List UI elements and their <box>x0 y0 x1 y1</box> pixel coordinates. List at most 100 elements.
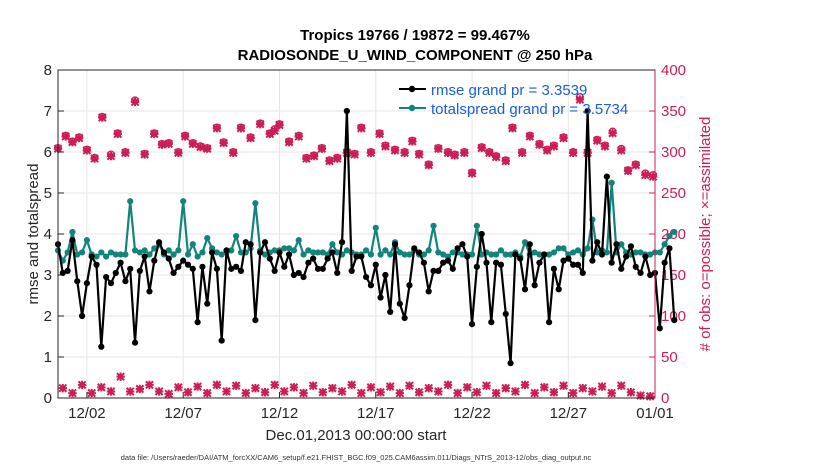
rmse-point <box>512 251 519 258</box>
rmse-point <box>122 278 129 285</box>
rmse-point <box>208 249 216 256</box>
y-tick-label-left: 7 <box>44 103 52 120</box>
obs-assimilated-marker <box>164 389 174 399</box>
rmse-point <box>266 255 273 262</box>
obs-assimilated-marker <box>74 133 84 143</box>
rmse-point <box>483 259 490 266</box>
obs-assimilated-marker <box>645 392 655 401</box>
obs-assimilated-marker <box>443 380 453 390</box>
rmse-point <box>194 319 201 326</box>
obs-assimilated-marker <box>477 143 486 153</box>
spread-point <box>329 241 336 248</box>
rmse-point <box>468 321 476 328</box>
rmse-point <box>420 259 428 266</box>
obs-assimilated-marker <box>255 119 265 129</box>
obs-assimilated-marker <box>357 123 366 133</box>
obs-assimilated-marker <box>366 148 376 158</box>
rmse-point <box>180 257 187 264</box>
rmse-point <box>64 267 71 274</box>
spread-point <box>281 245 288 252</box>
y-tick-label-left: 5 <box>44 185 52 202</box>
rmse-point <box>642 253 649 260</box>
rmse-point <box>526 241 533 248</box>
obs-assimilated-marker <box>106 151 116 161</box>
spread-point <box>285 245 293 252</box>
rmse-point <box>199 263 206 270</box>
obs-assimilated-marker <box>641 170 650 180</box>
tick-labels: 01234567805010015020025030035040012/0212… <box>44 62 686 422</box>
obs-assimilated-marker <box>517 148 527 158</box>
obs-assimilated-marker <box>106 387 116 396</box>
rmse-point <box>565 255 572 262</box>
rmse-point <box>170 269 177 277</box>
rmse-point <box>647 271 654 279</box>
spread-point <box>136 249 143 256</box>
rmse-point <box>507 360 514 367</box>
obs-assimilated-marker <box>270 126 279 135</box>
rmse-point <box>430 267 437 274</box>
rmse-point <box>285 251 293 258</box>
legend-item-rmse: rmse grand pr = 3.3539 <box>399 82 587 99</box>
rmse-point <box>103 273 110 281</box>
obs-assimilated-marker <box>535 140 544 149</box>
rmse-point <box>131 339 139 346</box>
rmse-point <box>594 239 601 246</box>
rmse-point <box>387 308 394 315</box>
spread-point <box>473 222 480 229</box>
spread-point <box>295 237 302 244</box>
spread-point <box>497 247 505 254</box>
rmse-point <box>276 249 283 256</box>
spread-point <box>536 251 543 258</box>
obs-assimilated-marker <box>443 148 453 158</box>
obs-assimilated-marker <box>180 132 190 141</box>
obs-assimilated-marker <box>357 388 366 398</box>
rmse-point <box>218 337 225 344</box>
rmse-point <box>127 265 134 272</box>
obs-assimilated-marker <box>302 154 311 163</box>
obs-assimilated-marker <box>366 383 376 392</box>
rmse-point <box>228 265 235 272</box>
spread-point <box>372 224 379 231</box>
spread-point <box>199 249 206 256</box>
spread-point <box>493 251 500 258</box>
y-tick-label-left: 2 <box>44 308 52 325</box>
rmse-point <box>88 253 95 260</box>
rmse-point <box>574 261 582 268</box>
obs-assimilated-marker <box>202 388 212 398</box>
spread-point <box>632 249 639 256</box>
spread-point <box>127 198 134 205</box>
rmse-point <box>338 239 346 246</box>
spread-point <box>194 253 201 260</box>
obs-assimilated-marker <box>385 382 395 391</box>
y-tick-label-right: 350 <box>661 103 686 120</box>
rmse-point <box>175 263 182 270</box>
obs-assimilated-marker <box>347 380 356 390</box>
rmse-point <box>473 263 480 270</box>
legend-marker-spread <box>408 104 416 112</box>
spread-point <box>550 249 557 256</box>
rmse-point <box>247 241 254 248</box>
spread-point <box>363 247 370 254</box>
obs-assimilated-marker <box>68 388 77 398</box>
rmse-point <box>440 259 447 266</box>
obs-assimilated-marker <box>260 387 270 397</box>
rmse-point <box>300 273 307 281</box>
rmse-point <box>59 269 66 277</box>
obs-assimilated-marker <box>246 133 255 143</box>
spread-point <box>468 251 476 258</box>
obs-assimilated-marker <box>318 387 328 397</box>
spread-point <box>175 247 182 254</box>
rmse-point <box>257 249 264 256</box>
obs-assimilated-marker <box>219 138 228 148</box>
obs-assimilated-marker <box>337 387 347 396</box>
obs-assimilated-marker <box>193 382 202 391</box>
obs-count-markers <box>53 93 658 401</box>
rmse-point <box>536 259 543 266</box>
spread-point <box>252 200 259 207</box>
obs-assimilated-marker <box>68 137 77 147</box>
spread-point <box>603 249 610 256</box>
rmse-point <box>411 245 418 252</box>
rmse-point <box>324 255 331 262</box>
rmse-point <box>367 282 375 289</box>
spread-point <box>98 249 105 256</box>
